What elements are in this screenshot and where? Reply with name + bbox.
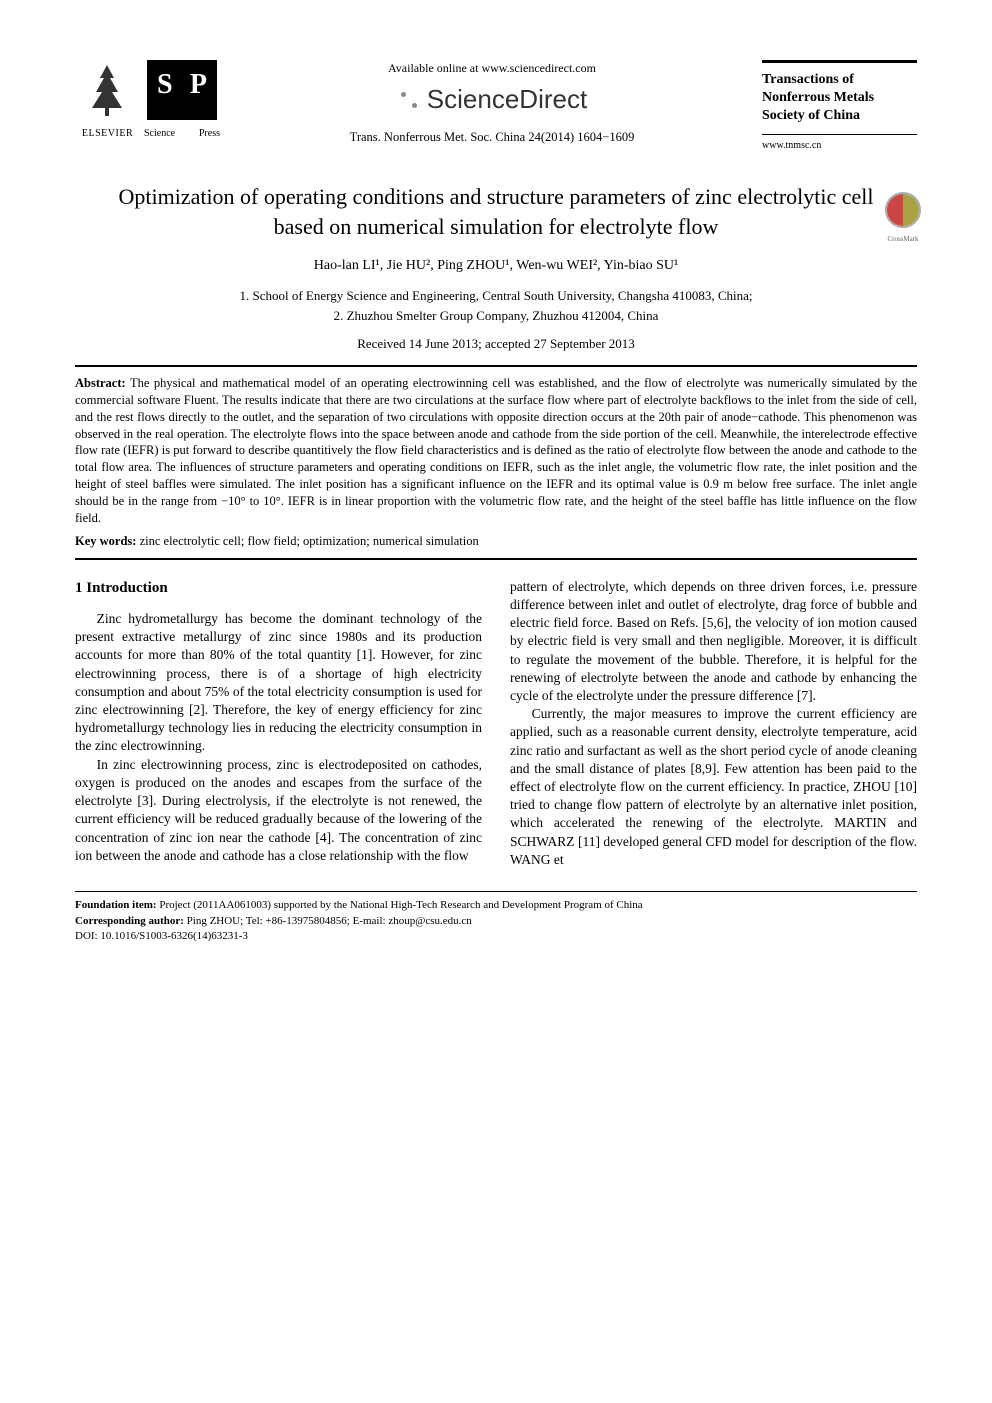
- affiliation-2: 2. Zhuzhou Smelter Group Company, Zhuzho…: [75, 306, 917, 326]
- bottom-rule: [762, 134, 917, 135]
- elsevier-logo: ELSEVIER: [75, 60, 140, 140]
- crossmark-label: CrossMark: [879, 235, 927, 244]
- doi-line: DOI: 10.1016/S1003-6326(14)63231-3: [75, 929, 917, 944]
- publisher-logos: ELSEVIER Science Press: [75, 60, 222, 140]
- right-para-2: Currently, the major measures to improve…: [510, 705, 917, 869]
- available-online-text: Available online at www.sciencedirect.co…: [232, 60, 752, 76]
- journal-header: ELSEVIER Science Press Available online …: [75, 60, 917, 152]
- journal-url: www.tnmsc.cn: [762, 139, 917, 153]
- foundation-line: Foundation item: Project (2011AA061003) …: [75, 898, 917, 913]
- sciencedirect-label: ScienceDirect: [427, 82, 587, 117]
- left-column: 1 Introduction Zinc hydrometallurgy has …: [75, 578, 482, 870]
- affiliations: 1. School of Energy Science and Engineer…: [75, 286, 917, 325]
- left-para-2: In zinc electrowinning process, zinc is …: [75, 756, 482, 865]
- left-para-1: Zinc hydrometallurgy has become the domi…: [75, 610, 482, 756]
- rule-below-abstract: [75, 558, 917, 560]
- journal-name: Transactions of Nonferrous Metals Societ…: [762, 71, 917, 126]
- abstract-label: Abstract:: [75, 376, 126, 390]
- keywords-line: Key words: zinc electrolytic cell; flow …: [75, 533, 917, 550]
- top-rule: [762, 60, 917, 63]
- received-accepted-dates: Received 14 June 2013; accepted 27 Septe…: [75, 335, 917, 353]
- corresponding-text: Ping ZHOU; Tel: +86-13975804856; E-mail:…: [187, 915, 472, 927]
- corresponding-label: Corresponding author:: [75, 915, 184, 927]
- elsevier-tree-icon: [80, 60, 135, 120]
- footer-block: Foundation item: Project (2011AA061003) …: [75, 898, 917, 944]
- sciencedirect-brand: ScienceDirect: [397, 82, 587, 117]
- elsevier-label: ELSEVIER: [75, 127, 140, 141]
- journal-title-block: Transactions of Nonferrous Metals Societ…: [762, 60, 917, 152]
- sp-square-icon: [147, 60, 217, 120]
- right-column: pattern of electrolyte, which depends on…: [510, 578, 917, 870]
- foundation-label: Foundation item:: [75, 899, 157, 911]
- crossmark-icon: [885, 192, 921, 228]
- keywords-text: zinc electrolytic cell; flow field; opti…: [140, 534, 479, 548]
- keywords-label: Key words:: [75, 534, 136, 548]
- sp-science-label: Science: [144, 127, 175, 141]
- abstract-text: The physical and mathematical model of a…: [75, 376, 917, 525]
- authors-line: Hao-lan LI¹, Jie HU², Ping ZHOU¹, Wen-wu…: [75, 257, 917, 276]
- sp-press-label: Press: [199, 127, 220, 141]
- citation-line: Trans. Nonferrous Met. Soc. China 24(201…: [232, 129, 752, 146]
- science-press-logo: Science Press: [142, 60, 222, 140]
- crossmark-badge[interactable]: CrossMark: [879, 192, 927, 244]
- section-1-heading: 1 Introduction: [75, 578, 482, 598]
- body-columns: 1 Introduction Zinc hydrometallurgy has …: [75, 578, 917, 870]
- center-header: Available online at www.sciencedirect.co…: [222, 60, 762, 146]
- rule-above-abstract: [75, 365, 917, 367]
- abstract-block: Abstract: The physical and mathematical …: [75, 375, 917, 527]
- paper-title: Optimization of operating conditions and…: [75, 182, 917, 241]
- corresponding-line: Corresponding author: Ping ZHOU; Tel: +8…: [75, 914, 917, 929]
- sciencedirect-icon: [397, 88, 421, 112]
- foundation-text: Project (2011AA061003) supported by the …: [159, 899, 642, 911]
- affiliation-1: 1. School of Energy Science and Engineer…: [75, 286, 917, 306]
- footer-rule: [75, 891, 917, 892]
- right-para-1: pattern of electrolyte, which depends on…: [510, 578, 917, 706]
- title-block: Optimization of operating conditions and…: [75, 182, 917, 241]
